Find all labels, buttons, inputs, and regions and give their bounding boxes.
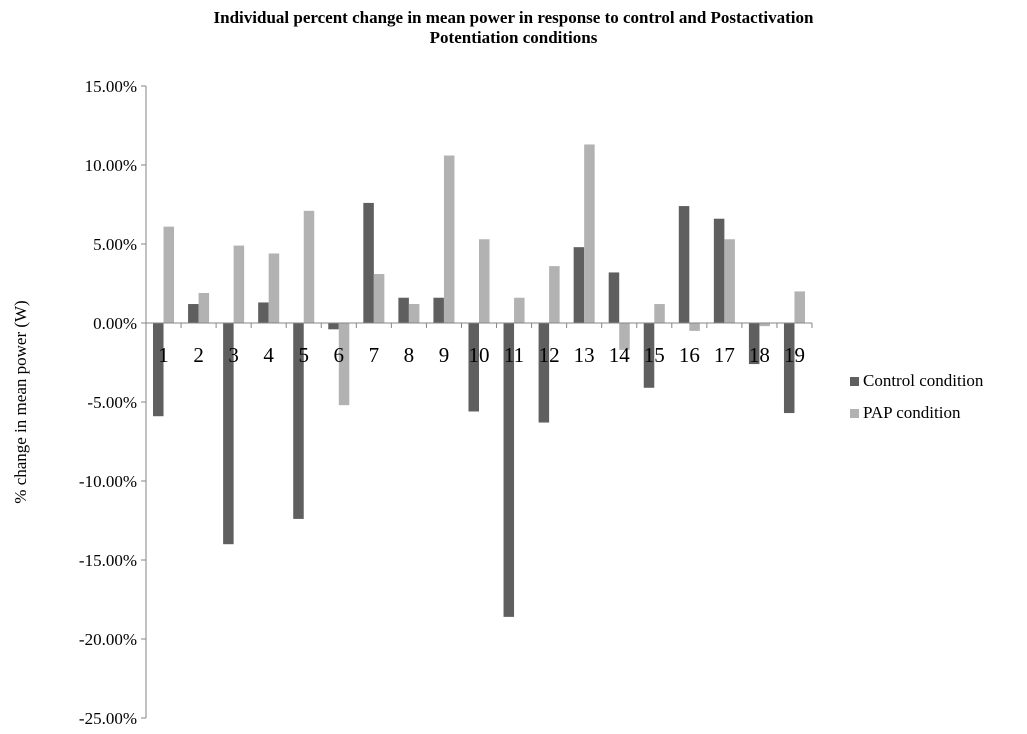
control-bar-3	[223, 323, 234, 545]
x-tick-label: 3	[228, 343, 239, 367]
y-tick-label: -15.00%	[79, 551, 137, 570]
x-tick-label: 16	[679, 343, 700, 367]
pap-bar-1	[163, 226, 175, 323]
y-tick-label: 0.00%	[93, 314, 137, 333]
pap-bar-2	[198, 292, 210, 323]
x-tick-label: 12	[539, 343, 560, 367]
pap-bar-18	[759, 323, 770, 327]
chart-title: Individual percent change in mean power …	[0, 8, 1027, 48]
control-bar-15	[643, 323, 655, 388]
x-tick-label: 6	[334, 343, 345, 367]
x-tick-label: 7	[369, 343, 380, 367]
pap-bar-17	[724, 239, 735, 323]
pap-bar-11	[514, 297, 525, 323]
y-tick-label: 5.00%	[93, 235, 137, 254]
x-tick-label: 17	[714, 343, 735, 367]
x-tick-label: 1	[158, 343, 169, 367]
x-tick-label: 5	[298, 343, 309, 367]
control-bar-5	[293, 323, 304, 519]
y-tick-label: -20.00%	[79, 630, 137, 649]
x-tick-label: 13	[574, 343, 595, 367]
y-tick-label: 15.00%	[85, 77, 137, 96]
pap-bar-12	[549, 266, 560, 323]
legend-item-pap: PAP condition	[850, 402, 983, 424]
pap-bar-5	[303, 210, 315, 323]
pap-bar-19	[794, 291, 805, 323]
chart-title-line-1: Individual percent change in mean power …	[213, 8, 814, 27]
control-bar-1	[153, 323, 164, 417]
pap-bar-8	[408, 304, 420, 323]
y-tick-label: -25.00%	[79, 709, 137, 728]
y-tick-label: -10.00%	[79, 472, 137, 491]
control-bar-19	[783, 323, 795, 414]
chart-title-line-2: Potentiation conditions	[429, 28, 598, 47]
pap-bar-3	[233, 245, 245, 323]
pap-bar-6	[338, 323, 350, 406]
x-tick-label: 15	[644, 343, 665, 367]
control-bar-10	[468, 323, 479, 412]
pap-bar-4	[268, 253, 280, 323]
pap-bar-7	[373, 274, 385, 323]
legend-label-control: Control condition	[863, 371, 984, 390]
x-tick-label: 4	[263, 343, 274, 367]
control-bar-11	[503, 323, 515, 617]
pap-bar-10	[479, 239, 490, 323]
control-bar-16	[678, 206, 690, 323]
x-tick-label: 8	[404, 343, 415, 367]
control-bar-13	[573, 247, 585, 323]
legend: Control condition PAP condition	[850, 370, 983, 434]
x-tick-label: 10	[469, 343, 490, 367]
pap-bar-14	[619, 323, 630, 350]
control-bar-18	[748, 323, 760, 365]
x-tick-label: 14	[609, 343, 631, 367]
x-tick-label: 18	[749, 343, 770, 367]
x-tick-label: 2	[193, 343, 204, 367]
y-axis-label: % change in mean power (W)	[11, 300, 30, 503]
x-tick-label: 19	[784, 343, 805, 367]
x-tick-label: 9	[439, 343, 450, 367]
pap-bar-9	[443, 155, 455, 323]
control-bar-14	[608, 272, 620, 323]
control-bar-6	[328, 323, 339, 330]
pap-bar-15	[654, 304, 665, 323]
legend-label-pap: PAP condition	[863, 403, 961, 422]
x-tick-label: 11	[504, 343, 524, 367]
pap-bar-13	[584, 144, 595, 323]
control-bar-8	[398, 297, 409, 323]
control-bar-2	[188, 304, 199, 323]
control-bar-7	[363, 202, 374, 323]
legend-item-control: Control condition	[850, 370, 983, 392]
control-bar-12	[538, 323, 550, 423]
legend-swatch-control	[850, 376, 859, 386]
y-tick-label: -5.00%	[87, 393, 137, 412]
pap-bar-16	[689, 323, 700, 331]
legend-swatch-pap	[850, 408, 859, 418]
control-bar-9	[433, 297, 444, 323]
control-bar-4	[258, 302, 269, 323]
control-bar-17	[713, 218, 725, 323]
y-tick-label: 10.00%	[85, 156, 137, 175]
